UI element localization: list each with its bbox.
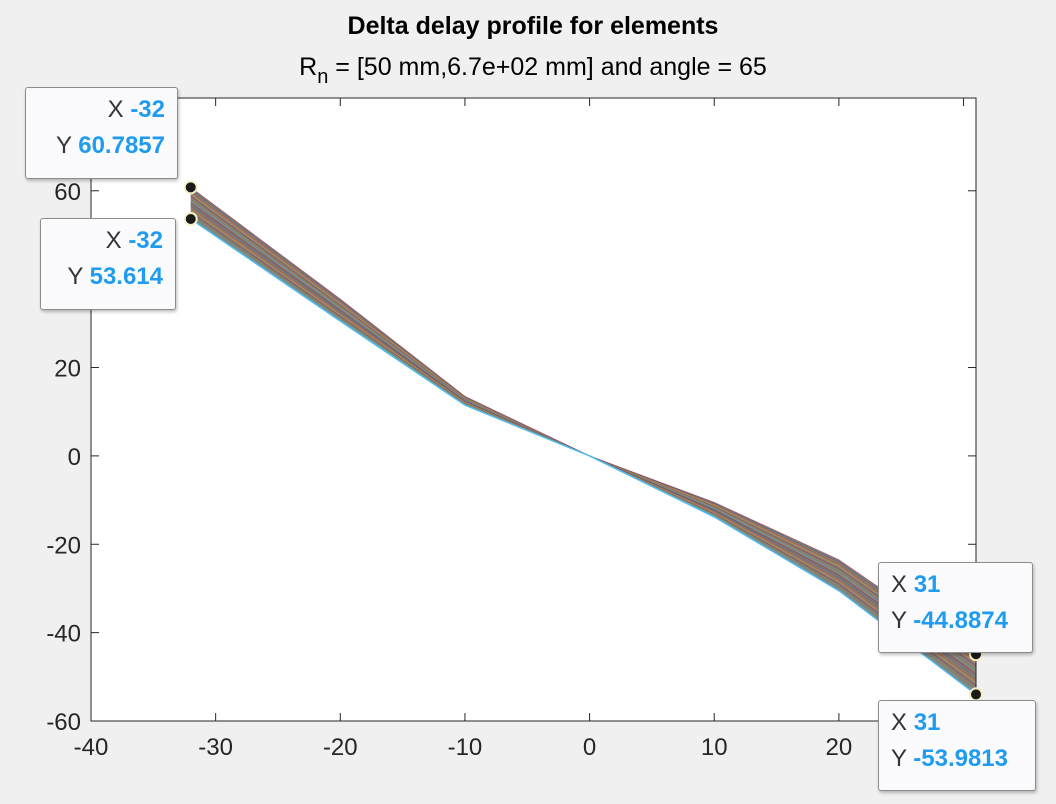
- datatip-4-x-row: X 31: [891, 705, 1023, 741]
- y-tick-label: 0: [68, 444, 81, 471]
- datatip-1-x-value: -32: [130, 96, 165, 123]
- x-tick-label: -30: [198, 734, 233, 761]
- datatip-marker[interactable]: [183, 180, 198, 195]
- datatip-2-x-label: X: [105, 227, 122, 254]
- datatip-3-x-label: X: [891, 571, 908, 598]
- datatip-3-x-row: X 31: [891, 567, 1020, 603]
- x-tick-label: 0: [583, 734, 596, 761]
- datatip-1-x-label: X: [107, 96, 124, 123]
- datatip-2[interactable]: X -32 Y 53.614: [40, 218, 176, 310]
- datatip-1-y-row: Y 60.7857: [38, 128, 165, 164]
- datatip-marker[interactable]: [183, 212, 198, 227]
- axes-frame: [90, 97, 977, 722]
- datatip-3-y-value: -44.8874: [913, 607, 1008, 634]
- datatip-3-y-label: Y: [891, 607, 907, 634]
- datatip-4[interactable]: X 31 Y -53.9813: [878, 700, 1036, 791]
- datatip-2-y-row: Y 53.614: [53, 259, 163, 295]
- datatip-2-y-value: 53.614: [89, 263, 163, 290]
- datatip-1-y-label: Y: [55, 132, 72, 159]
- plot-area: [91, 98, 976, 721]
- datatip-2-y-label: Y: [67, 263, 83, 290]
- datatip-4-y-value: -53.9813: [913, 745, 1008, 772]
- chart-title: Delta delay profile for elements: [348, 12, 719, 40]
- y-tick-label: -40: [46, 621, 81, 648]
- data-band: [190, 186, 977, 695]
- y-tick-label: 60: [54, 179, 81, 206]
- datatip-4-x-label: X: [891, 709, 908, 736]
- y-tick-label: -20: [46, 532, 81, 559]
- chart-subtitle: Rn = [50 mm,6.7e+02 mm] and angle = 65: [299, 53, 767, 88]
- y-tick-label: -60: [46, 709, 81, 736]
- datatip-1-y-value: 60.7857: [78, 132, 165, 159]
- axes-box: [90, 97, 977, 722]
- datatip-1[interactable]: X -32 Y 60.7857: [25, 87, 178, 179]
- datatip-2-x-value: -32: [128, 227, 163, 254]
- datatip-4-x-value: 31: [913, 709, 941, 736]
- datatip-4-y-label: Y: [891, 745, 907, 772]
- datatip-2-x-row: X -32: [53, 223, 163, 259]
- datatip-marker[interactable]: [969, 687, 983, 702]
- band-lower-edge: [190, 218, 977, 695]
- x-tick-label: 20: [826, 734, 853, 761]
- subtitle-main: R: [299, 53, 317, 81]
- datatip-3[interactable]: X 31 Y -44.8874: [878, 562, 1033, 653]
- y-axis-ticks: -60 -40 -20 0 20 60: [46, 179, 976, 736]
- subtitle-rest: = [50 mm,6.7e+02 mm] and angle = 65: [328, 53, 766, 81]
- x-tick-label: -10: [448, 734, 483, 761]
- x-tick-label: -40: [74, 734, 109, 761]
- datatip-1-x-row: X -32: [38, 92, 165, 128]
- subtitle-subscript: n: [317, 66, 328, 88]
- datatip-3-y-row: Y -44.8874: [891, 603, 1020, 639]
- x-tick-label: -20: [323, 734, 358, 761]
- x-tick-label: 10: [701, 734, 728, 761]
- y-tick-label: 20: [54, 356, 81, 383]
- datatip-markers: [183, 180, 983, 702]
- datatip-4-y-row: Y -53.9813: [891, 741, 1023, 777]
- datatip-3-x-value: 31: [913, 571, 941, 598]
